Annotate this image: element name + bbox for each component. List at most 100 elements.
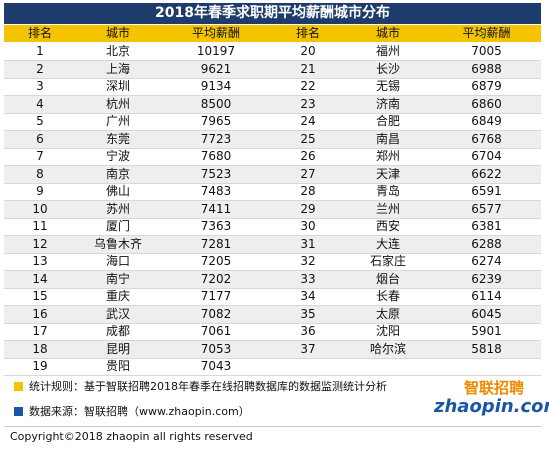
cell-rank: 4 xyxy=(36,96,44,111)
cell-city: 乌鲁木齐 xyxy=(93,236,142,251)
cell-city-2: 西安 xyxy=(375,219,400,233)
table-row: 8 南京 7523 27 天津 6622 xyxy=(4,165,541,183)
cell-salary-2: 6577 xyxy=(471,201,502,216)
cell-salary-2: 6768 xyxy=(471,131,502,146)
cell-salary: 7363 xyxy=(200,219,232,233)
cell-salary-2: 6849 xyxy=(471,114,502,128)
cell-rank-2: 37 xyxy=(300,341,316,356)
table-row: 7 宁波 7680 26 郑州 6704 xyxy=(4,148,541,165)
cell-city: 上海 xyxy=(105,61,130,76)
table-row: 18 昆明 7053 37 哈尔滨 5818 xyxy=(4,340,541,358)
cell-city-2: 长沙 xyxy=(375,61,400,76)
cell-rank-2: 33 xyxy=(300,271,316,286)
cell-city-2: 兰州 xyxy=(375,201,400,216)
cell-salary-2: 5901 xyxy=(471,324,502,338)
cell-rank: 12 xyxy=(32,236,48,251)
cell-city: 北京 xyxy=(105,44,130,58)
cell-city-2: 郑州 xyxy=(375,149,400,163)
cell-salary: 7723 xyxy=(200,131,232,146)
cell-salary-2: 6239 xyxy=(471,271,502,286)
header-city-2: 城市 xyxy=(375,26,400,40)
cell-city: 厦门 xyxy=(105,219,130,233)
cell-salary: 7177 xyxy=(200,289,232,303)
cell-city: 贵阳 xyxy=(105,359,130,373)
cell-city-2: 哈尔滨 xyxy=(369,341,406,356)
zhaopin-logo: 智联招聘 zhaopin.com xyxy=(434,379,549,419)
cell-city-2: 天津 xyxy=(375,166,400,181)
logo-chinese-text: 智联招聘 xyxy=(464,379,525,397)
cell-salary: 7061 xyxy=(200,324,232,338)
cell-rank: 8 xyxy=(36,166,44,181)
header-city: 城市 xyxy=(105,26,130,40)
row-divider xyxy=(4,322,541,324)
table-row: 16 武汉 7082 35 太原 6045 xyxy=(4,305,541,323)
cell-salary-2: 5818 xyxy=(471,341,502,356)
cell-salary: 8500 xyxy=(200,96,232,111)
cell-rank: 3 xyxy=(36,79,44,93)
cell-salary-2: 6860 xyxy=(471,96,502,111)
cell-salary: 7205 xyxy=(200,254,232,268)
cell-rank-2: 27 xyxy=(300,166,316,181)
table-row: 11 厦门 7363 30 西安 6381 xyxy=(4,218,541,235)
cell-salary: 7680 xyxy=(200,149,232,163)
cell-salary-2: 6704 xyxy=(471,149,502,163)
cell-salary-2: 6879 xyxy=(471,79,502,93)
logo-english-text: zhaopin.com xyxy=(434,396,549,417)
cell-city: 南宁 xyxy=(105,271,130,286)
data-source-note: 数据来源：智联招聘（www.zhaopin.com） xyxy=(14,405,250,419)
cell-city-2: 烟台 xyxy=(375,271,400,286)
cell-city-2: 济南 xyxy=(375,96,400,111)
row-divider xyxy=(4,217,541,219)
cell-city: 深圳 xyxy=(105,79,130,93)
cell-salary: 9134 xyxy=(200,79,232,93)
cell-city: 杭州 xyxy=(105,96,130,111)
cell-salary: 7082 xyxy=(200,306,232,321)
cell-rank: 14 xyxy=(32,271,48,286)
cell-salary-2: 6988 xyxy=(471,61,502,76)
row-divider xyxy=(4,252,541,254)
cell-city: 成都 xyxy=(105,324,130,338)
cell-rank-2: 25 xyxy=(300,131,316,146)
header-rank: 排名 xyxy=(27,26,52,40)
cell-rank: 19 xyxy=(32,359,48,373)
cell-rank: 1 xyxy=(36,44,44,58)
cell-salary-2: 6381 xyxy=(471,219,502,233)
cell-rank: 13 xyxy=(32,254,48,268)
cell-salary: 7523 xyxy=(200,166,232,181)
cell-city: 海口 xyxy=(105,254,130,268)
cell-city-2: 福州 xyxy=(375,44,400,58)
cell-rank-2: 29 xyxy=(300,201,316,216)
cell-salary: 7965 xyxy=(200,114,232,128)
cell-city: 南京 xyxy=(105,166,130,181)
row-divider xyxy=(4,182,541,184)
cell-rank: 10 xyxy=(32,201,48,216)
table-header: 排名 城市 平均薪酬 排名 城市 平均薪酬 xyxy=(4,25,541,42)
cell-rank-2: 26 xyxy=(300,149,316,163)
table-row: 1 北京 10197 20 福州 7005 xyxy=(4,43,541,60)
cell-rank-2: 31 xyxy=(300,236,316,251)
cell-salary-2: 6114 xyxy=(471,289,502,303)
cell-city: 东莞 xyxy=(105,131,130,146)
cell-salary: 7281 xyxy=(200,236,232,251)
cell-city: 重庆 xyxy=(105,289,130,303)
cell-city: 昆明 xyxy=(105,341,130,356)
cell-salary: 7483 xyxy=(200,184,232,198)
cell-rank: 17 xyxy=(32,324,48,338)
cell-city-2: 青岛 xyxy=(375,184,400,198)
table-row: 19 贵阳 7043 xyxy=(4,358,541,375)
cell-rank-2: 28 xyxy=(300,184,316,198)
cell-salary-2: 6045 xyxy=(471,306,502,321)
cell-rank: 2 xyxy=(36,61,44,76)
cell-rank: 5 xyxy=(36,114,44,128)
cell-rank-2: 30 xyxy=(300,219,316,233)
cell-rank: 7 xyxy=(36,149,44,163)
table-row: 17 成都 7061 36 沈阳 5901 xyxy=(4,323,541,340)
cell-salary: 10197 xyxy=(196,44,236,58)
table-row: 6 东莞 7723 25 南昌 6768 xyxy=(4,130,541,148)
cell-rank-2: 22 xyxy=(300,79,316,93)
row-divider xyxy=(4,147,541,149)
cell-salary-2: 7005 xyxy=(471,44,502,58)
cell-city-2: 太原 xyxy=(375,306,400,321)
cell-city: 佛山 xyxy=(105,184,130,198)
table-row: 10 苏州 7411 29 兰州 6577 xyxy=(4,200,541,218)
